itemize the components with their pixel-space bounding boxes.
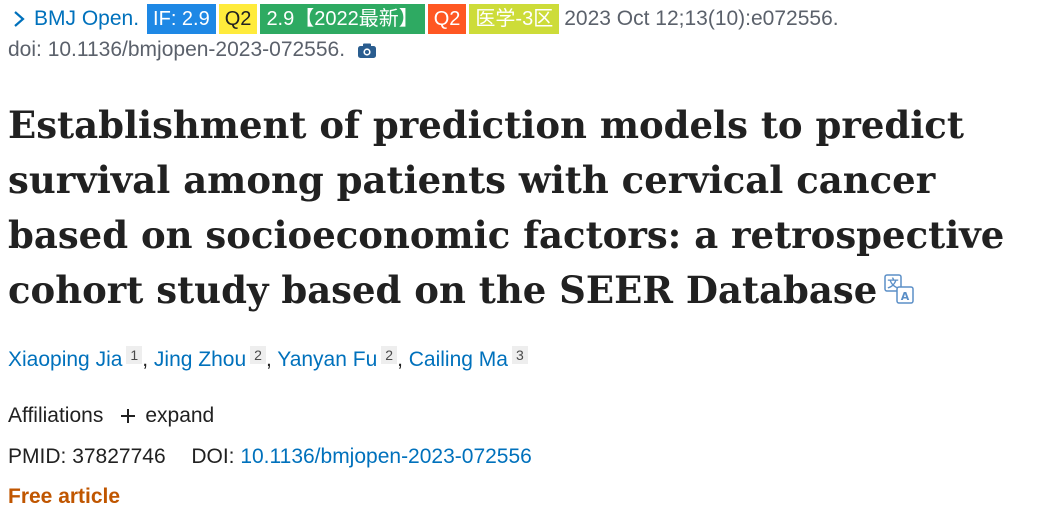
translate-icon[interactable]: 文 A bbox=[883, 273, 915, 305]
quartile-badge-alt: Q2 bbox=[427, 4, 467, 34]
affiliation-number[interactable]: 2 bbox=[381, 346, 398, 364]
expand-label: expand bbox=[145, 404, 215, 427]
affiliation-number[interactable]: 3 bbox=[511, 346, 528, 364]
author-link[interactable]: Cailing Ma bbox=[408, 348, 508, 371]
svg-text:文: 文 bbox=[888, 276, 900, 290]
author-list: Xiaoping Jia 1, Jing Zhou 2, Yanyan Fu 2, C… bbox=[8, 346, 528, 372]
author-link[interactable]: Yanyan Fu bbox=[277, 348, 378, 371]
quartile-badge: Q2 bbox=[218, 4, 258, 34]
author-link[interactable]: Jing Zhou bbox=[153, 348, 247, 371]
chevron-right-icon[interactable] bbox=[8, 8, 30, 30]
plus-icon bbox=[121, 409, 136, 423]
citation-doi: doi: 10.1136/bmjopen-2023-072556. bbox=[8, 38, 346, 61]
affiliation-number[interactable]: 1 bbox=[126, 346, 143, 364]
affiliations-label: Affiliations bbox=[8, 404, 104, 427]
pmid-label: PMID: bbox=[8, 445, 67, 468]
svg-text:A: A bbox=[901, 290, 910, 303]
author-separator: , bbox=[265, 348, 272, 371]
article-title: Establishment of prediction models to pr… bbox=[8, 98, 1038, 318]
author-separator: , bbox=[397, 348, 403, 371]
doi-link[interactable]: 10.1136/bmjopen-2023-072556 bbox=[240, 445, 532, 468]
camera-icon[interactable] bbox=[357, 42, 377, 59]
impact-factor-badge: IF: 2.9 bbox=[147, 4, 216, 34]
doi-label: DOI: bbox=[191, 445, 235, 468]
article-identifiers: PMID: 37827746 DOI: 10.1136/bmjopen-2023… bbox=[8, 445, 532, 469]
latest-if-badge: 2.9【2022最新】 bbox=[260, 4, 425, 34]
free-article-label: Free article bbox=[8, 485, 121, 508]
affiliations-expand-button[interactable]: expand bbox=[119, 404, 214, 428]
journal-link[interactable]: BMJ Open. bbox=[34, 7, 140, 30]
affiliation-number[interactable]: 2 bbox=[250, 346, 266, 364]
zone-badge: 医学-3区 bbox=[469, 4, 560, 34]
pmid-value: 37827746 bbox=[72, 445, 166, 468]
citation-line: BMJ Open. IF: 2.9 Q2 2.9【2022最新】 Q2 医学-3… bbox=[8, 4, 839, 34]
article-title-text: Establishment of prediction models to pr… bbox=[8, 103, 1005, 312]
doi-line: doi: 10.1136/bmjopen-2023-072556. bbox=[8, 38, 377, 62]
citation-date-volume: 2023 Oct 12;13(10):e072556. bbox=[564, 7, 839, 30]
author-separator: , bbox=[142, 348, 149, 371]
author-link[interactable]: Xiaoping Jia bbox=[8, 348, 123, 371]
affiliations-section: Affiliations expand bbox=[8, 404, 214, 428]
